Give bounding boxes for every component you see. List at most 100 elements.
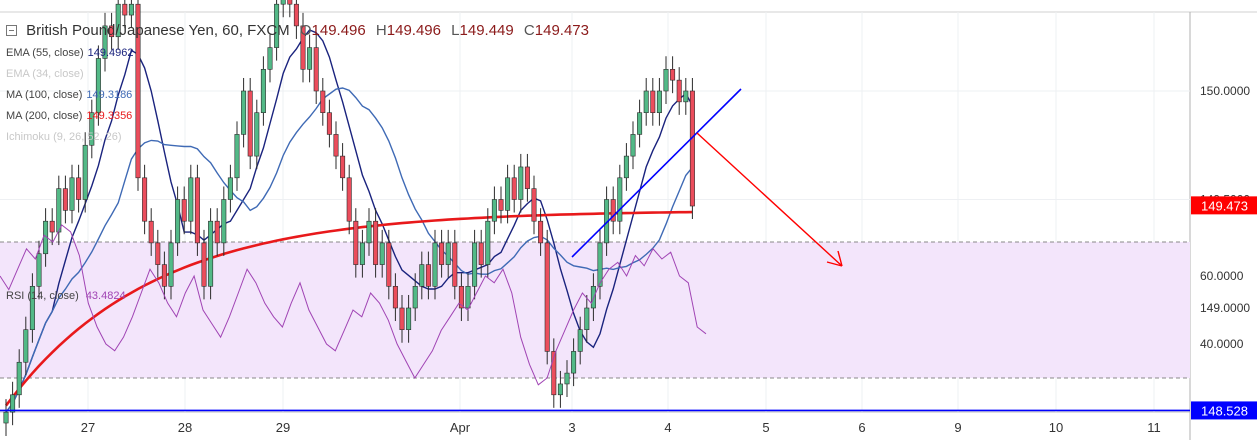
candle-body	[313, 47, 319, 92]
candle-body	[23, 329, 29, 363]
candle-body	[122, 3, 128, 16]
indicator-ema34[interactable]: EMA (34, close)	[6, 68, 84, 80]
candle-body	[214, 220, 220, 244]
chart-header: British Pound/Japanese Yen, 60, FXCM O14…	[6, 22, 589, 39]
symbol-title: British Pound/Japanese Yen, 60, FXCM	[26, 22, 290, 39]
candle-body	[623, 155, 629, 179]
candle-body	[161, 264, 167, 287]
candle-body	[274, 3, 280, 48]
projection-line	[696, 132, 843, 267]
current-price-badge	[1191, 196, 1257, 215]
time-tick: 5	[762, 420, 769, 435]
indicator-ichimoku[interactable]: Ichimoku (9, 26, 52, 26)	[6, 131, 122, 143]
candle-body	[260, 69, 266, 114]
indicator-ema55[interactable]: EMA (55, close) 149.4962	[6, 47, 134, 59]
trend-line	[571, 88, 742, 258]
candle-body	[485, 220, 491, 265]
candle-body	[412, 285, 418, 309]
rsi-legend[interactable]: RSI (14, close) 43.4824	[6, 290, 126, 302]
candle-body	[518, 166, 524, 200]
candle-body	[346, 177, 352, 222]
candle-body	[689, 90, 695, 207]
candle-body	[630, 134, 636, 157]
price-tick: 149.0000	[1200, 301, 1250, 315]
candle-body	[511, 177, 517, 200]
candle-body	[109, 25, 115, 38]
candle-body	[432, 242, 438, 287]
low-value: 149.449	[459, 22, 514, 39]
candle-body	[326, 112, 332, 135]
candle-body	[201, 242, 207, 287]
collapse-icon[interactable]	[6, 25, 17, 36]
indicator-ma100[interactable]: MA (100, close) 149.3186	[6, 89, 133, 101]
candle-body	[142, 177, 148, 222]
candle-body	[683, 90, 689, 103]
candle-body	[353, 220, 359, 265]
candle-body	[445, 242, 451, 265]
candle-body	[584, 307, 590, 331]
candle-body	[663, 69, 669, 92]
candle-body	[36, 253, 42, 287]
candle-body	[267, 47, 273, 70]
candle-body	[49, 220, 55, 233]
candle-body	[577, 329, 583, 352]
candle-body	[498, 199, 504, 211]
candle-body	[128, 3, 134, 16]
candle-body	[254, 112, 260, 157]
time-tick: 3	[568, 420, 575, 435]
indicator-ma200[interactable]: MA (200, close) 149.3356	[6, 110, 133, 122]
candle-body	[287, 0, 293, 5]
candle-body	[181, 199, 187, 222]
candle-body	[366, 220, 372, 244]
candle-body	[247, 90, 253, 157]
candle-body	[95, 58, 101, 114]
candle-body	[373, 220, 379, 265]
support-price-badge	[1191, 401, 1257, 420]
candle-body	[419, 264, 425, 287]
candle-body	[175, 199, 181, 244]
candle-body	[544, 242, 550, 352]
time-tick: 28	[178, 420, 192, 435]
candle-body	[643, 90, 649, 114]
candle-body	[406, 307, 412, 331]
candle-body	[10, 394, 16, 413]
time-tick: 11	[1147, 420, 1161, 435]
candle-body	[637, 112, 643, 135]
rsi-tick: 40.0000	[1200, 337, 1244, 351]
candle-body	[399, 307, 405, 331]
candle-body	[472, 242, 478, 287]
candle-body	[241, 90, 247, 135]
candle-body	[155, 242, 161, 265]
rsi-tick: 60.0000	[1200, 269, 1244, 283]
candle-body	[320, 90, 326, 114]
time-tick: Apr	[450, 420, 471, 435]
candle-body	[452, 242, 458, 287]
candle-body	[221, 199, 227, 244]
candle-body	[386, 242, 392, 287]
candle-body	[392, 285, 398, 309]
candle-body	[458, 285, 464, 309]
candle-body	[188, 177, 194, 222]
rsi-path	[0, 224, 707, 386]
time-tick: 27	[81, 420, 95, 435]
support-price-label: 148.528	[1201, 403, 1248, 418]
candle-body	[670, 69, 676, 81]
time-tick: 29	[276, 420, 290, 435]
candle-body	[76, 177, 82, 200]
candle-body	[676, 79, 682, 103]
candle-body	[610, 199, 616, 222]
candle-body	[135, 3, 141, 179]
ma100-line	[5, 87, 693, 413]
candle-body	[280, 0, 286, 5]
candle-body	[115, 3, 121, 38]
candle-body	[333, 134, 339, 157]
candle-body	[557, 383, 563, 396]
candle-body	[524, 166, 530, 189]
time-tick: 10	[1049, 420, 1063, 435]
candle-body	[491, 199, 497, 222]
candle-body	[359, 242, 365, 265]
ema55-line	[5, 29, 694, 413]
candle-body	[194, 177, 200, 244]
candle-body	[478, 242, 484, 265]
